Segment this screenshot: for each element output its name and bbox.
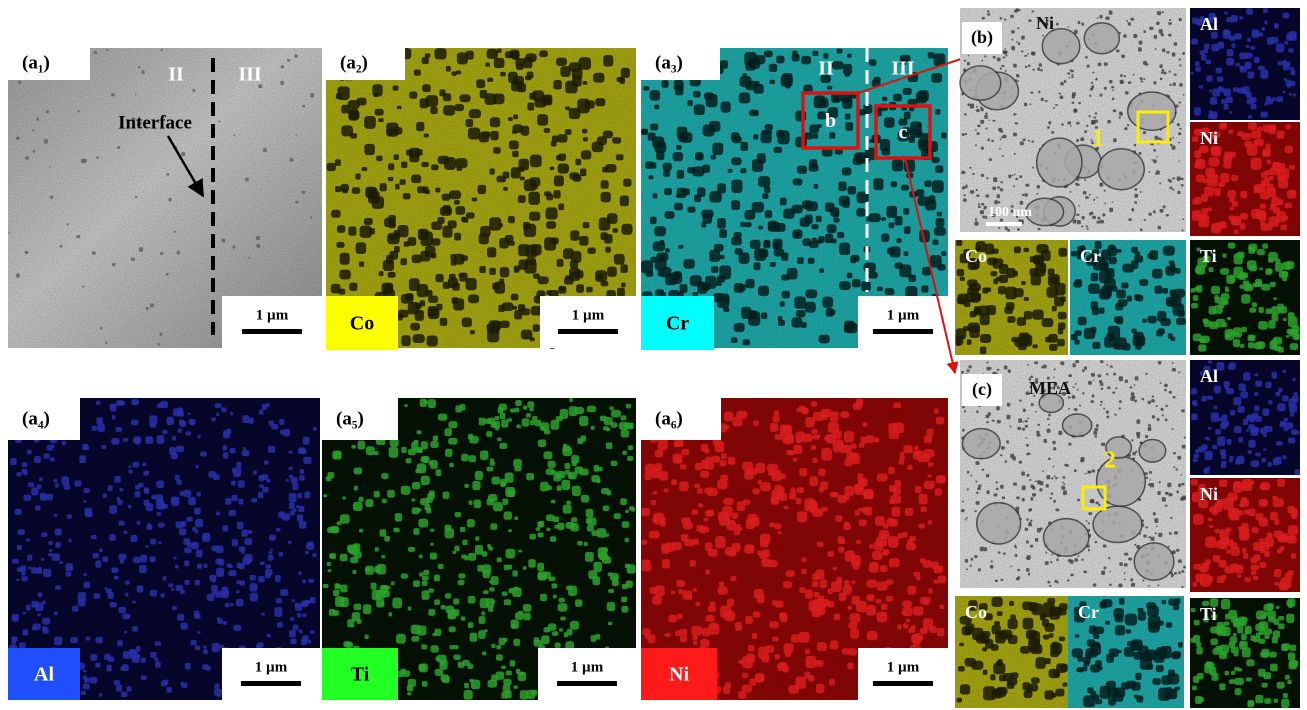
panel-label: (a₁): [22, 52, 50, 73]
inset-label: (c): [972, 379, 992, 400]
precipitate: [1062, 414, 1091, 436]
region-label: b: [825, 110, 836, 132]
analysis-point-label: 1: [1092, 126, 1104, 152]
zone-label: II: [818, 58, 834, 80]
scale-bar-label: 1 µm: [887, 307, 920, 323]
element-label: Ti: [351, 664, 370, 686]
annotation: Interface: [118, 112, 192, 133]
map-label: Cr: [1080, 246, 1101, 266]
precipitate: [962, 429, 1000, 459]
scale-bar-label: 100 nm: [988, 205, 1032, 220]
analysis-point-label: 2: [1104, 448, 1116, 474]
element-label: Cr: [666, 313, 689, 335]
panel-label: (a₄): [22, 408, 50, 429]
scale-bar: [873, 329, 933, 334]
precipitate: [1139, 440, 1166, 462]
panel-label: (a₅): [336, 408, 364, 429]
precipitate: [1084, 23, 1119, 54]
scale-bar-label: 1 µm: [571, 659, 604, 675]
scale-bar: [241, 681, 301, 686]
zone-label: II: [168, 64, 184, 86]
image-label: Ni: [1036, 13, 1054, 33]
precipitate: [1042, 29, 1079, 64]
scale-bar-label: 1 µm: [255, 659, 288, 675]
scale-bar: [558, 329, 618, 334]
image-label: MEA: [1029, 378, 1071, 398]
precipitate: [960, 66, 1001, 100]
scale-bar: [242, 329, 302, 334]
map-label: Ni: [1200, 484, 1218, 504]
map-label: Al: [1200, 366, 1218, 386]
precipitate: [1098, 149, 1144, 190]
map-label: Ni: [1200, 128, 1218, 148]
precipitate: [977, 503, 1021, 544]
figure: (a₁) 1 µm (a₂) Co 1 µm (a₃) Cr 1 µm (a₄) Al 1 µm (a…: [0, 0, 1307, 710]
map-label: Ti: [1200, 604, 1217, 624]
scale-bar-label: 1 µm: [572, 307, 605, 323]
map-label: Ti: [1200, 246, 1217, 266]
region-label: c: [899, 122, 908, 144]
scale-bar: [557, 681, 617, 686]
scale-bar-label: 1 µm: [887, 659, 920, 675]
map-label: Co: [965, 246, 987, 266]
precipitate: [1093, 506, 1142, 542]
scale-bar: [986, 222, 1022, 226]
precipitate: [1044, 519, 1089, 557]
element-label: Al: [34, 664, 54, 686]
element-label: Co: [350, 313, 374, 335]
map-label: Al: [1200, 14, 1218, 34]
panel-label: (a₃): [655, 52, 683, 73]
zone-label: III: [238, 64, 262, 86]
precipitate: [1134, 543, 1174, 580]
map-label: Co: [965, 602, 987, 622]
scale-bar: [873, 681, 933, 686]
panel-label: (a₂): [340, 52, 368, 73]
map-label: Cr: [1078, 602, 1099, 622]
precipitate: [1037, 138, 1082, 187]
element-label: Ni: [669, 664, 689, 686]
panel-label: (a₆): [655, 408, 683, 429]
scale-bar-label: 1 µm: [256, 307, 289, 323]
inset-label: (b): [971, 27, 993, 48]
